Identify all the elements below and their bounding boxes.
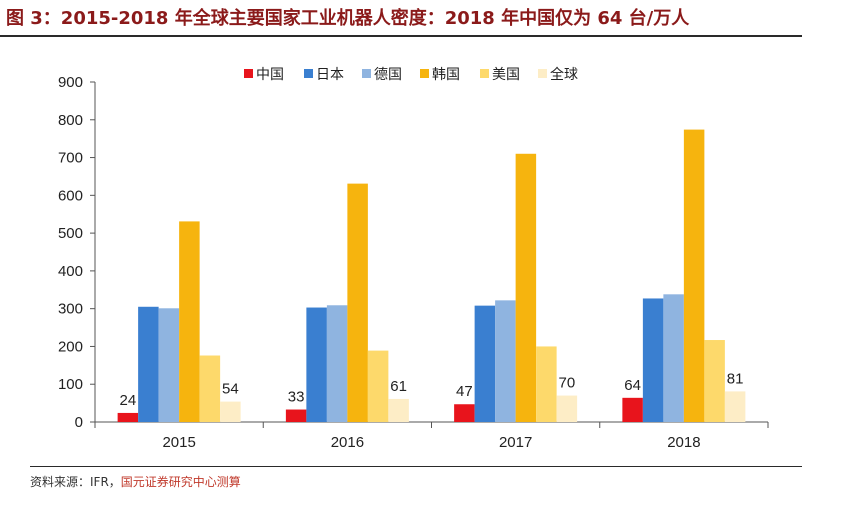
bar — [683, 129, 705, 422]
x-tick-label: 2018 — [667, 434, 700, 451]
bar — [199, 355, 221, 422]
figure-title: 图 3：2015-2018 年全球主要国家工业机器人密度：2018 年中国仅为 … — [6, 8, 690, 29]
x-axis: 2015 2016 2017 2018 — [94, 421, 769, 451]
bar — [642, 298, 664, 422]
bar — [556, 395, 578, 422]
bar — [724, 391, 746, 422]
y-tick-label: 100 — [58, 376, 83, 393]
bar — [704, 340, 725, 422]
y-tick-label: 200 — [58, 338, 83, 355]
x-tick-label: 2017 — [499, 434, 532, 451]
legend-label: 韩国 — [432, 67, 460, 83]
bar — [285, 409, 307, 422]
bar — [326, 305, 348, 422]
data-label: 64 — [624, 377, 641, 394]
bar — [347, 183, 368, 422]
bar — [454, 404, 475, 422]
legend-label: 美国 — [492, 67, 520, 83]
title-divider — [0, 35, 802, 37]
data-label: 81 — [727, 370, 744, 387]
y-tick-label: 600 — [58, 187, 83, 204]
legend-label: 日本 — [316, 67, 344, 83]
bar — [663, 294, 684, 422]
y-tick-label: 800 — [58, 112, 83, 129]
bar — [179, 221, 200, 422]
legend-swatch — [362, 69, 371, 78]
bar — [367, 350, 389, 422]
x-tick-label: 2016 — [331, 434, 364, 451]
y-tick-label: 300 — [58, 301, 83, 318]
bar — [138, 306, 159, 422]
source-suffix: 国元证券研究中心测算 — [120, 475, 241, 489]
bar — [474, 305, 496, 422]
source-note: 资料来源：IFR，国元证券研究中心测算 — [30, 473, 241, 490]
data-label: 33 — [288, 389, 305, 406]
legend-label: 全球 — [550, 66, 578, 83]
bars — [117, 129, 746, 422]
bar — [622, 397, 643, 422]
legend-label: 中国 — [256, 67, 284, 83]
data-label: 70 — [559, 375, 576, 392]
x-tick-label: 2015 — [162, 434, 195, 451]
data-label: 54 — [222, 381, 239, 398]
y-tick-label: 700 — [58, 150, 83, 167]
y-tick-label: 500 — [58, 225, 83, 242]
bar — [388, 398, 409, 422]
y-tick-label: 0 — [75, 414, 83, 431]
bar — [158, 308, 180, 422]
legend-swatch — [244, 69, 253, 78]
source-prefix: 资料来源：IFR， — [30, 475, 121, 489]
legend-label: 德国 — [374, 67, 402, 83]
bar — [536, 346, 557, 422]
legend-swatch — [480, 69, 489, 78]
bar — [306, 307, 327, 422]
data-label: 24 — [120, 392, 137, 409]
data-label: 61 — [390, 378, 407, 395]
legend-swatch — [538, 69, 547, 78]
bar — [495, 300, 516, 422]
chart-legend: 中国 日本 德国 韩国 美国 全球 — [244, 66, 578, 83]
data-labels: 24 33 47 64 54 61 70 81 — [120, 370, 744, 409]
y-tick-label: 400 — [58, 263, 83, 280]
footer-divider — [30, 466, 802, 467]
data-label: 47 — [456, 383, 473, 400]
bar — [117, 412, 139, 422]
legend-swatch — [420, 69, 429, 78]
y-tick-label: 900 — [58, 74, 83, 91]
bar — [515, 153, 537, 422]
bar — [220, 401, 241, 422]
y-axis: 0 100 200 300 400 500 600 700 800 900 — [58, 74, 96, 431]
legend-swatch — [304, 69, 313, 78]
